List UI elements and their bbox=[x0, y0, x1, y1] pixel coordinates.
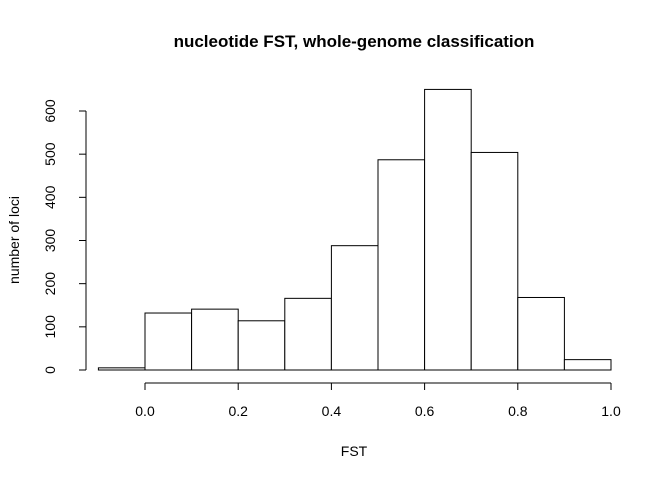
histogram-bar-2 bbox=[191, 308, 239, 371]
y-tick-label-2: 200 bbox=[42, 272, 58, 296]
y-tick-label-0: 0 bbox=[42, 366, 58, 374]
y-tick-label-1: 100 bbox=[42, 315, 58, 339]
y-axis-label: number of loci bbox=[6, 196, 22, 284]
chart-title: nucleotide FST, whole-genome classificat… bbox=[174, 32, 535, 51]
y-tick-label-6: 600 bbox=[42, 99, 58, 123]
histogram-bar-10 bbox=[563, 359, 612, 371]
histogram-bars bbox=[97, 88, 612, 371]
x-axis: 0.0 0.2 0.4 0.6 0.8 1.0 bbox=[135, 382, 621, 419]
x-tick-label-5: 1.0 bbox=[601, 403, 621, 419]
histogram-bar-9 bbox=[517, 296, 565, 371]
x-tick-label-0: 0.0 bbox=[135, 403, 155, 419]
x-tick-label-3: 0.6 bbox=[415, 403, 435, 419]
histogram-bar-0 bbox=[97, 367, 146, 371]
histogram-bar-3 bbox=[237, 320, 286, 371]
x-tick-label-2: 0.4 bbox=[322, 403, 342, 419]
histogram-bar-1 bbox=[144, 312, 193, 371]
histogram-bar-8 bbox=[470, 151, 519, 371]
x-axis-label: FST bbox=[341, 443, 368, 459]
x-tick-label-4: 0.8 bbox=[508, 403, 528, 419]
histogram-bar-5 bbox=[330, 245, 379, 371]
y-tick-label-5: 500 bbox=[42, 142, 58, 166]
histogram-bar-6 bbox=[377, 159, 426, 371]
histogram-bar-4 bbox=[284, 297, 332, 371]
y-tick-label-4: 400 bbox=[42, 185, 58, 209]
y-tick-label-3: 300 bbox=[42, 229, 58, 253]
y-axis: 0 100 200 300 400 500 600 bbox=[42, 99, 87, 374]
x-tick-label-1: 0.2 bbox=[228, 403, 248, 419]
histogram-bar-7 bbox=[424, 88, 472, 371]
